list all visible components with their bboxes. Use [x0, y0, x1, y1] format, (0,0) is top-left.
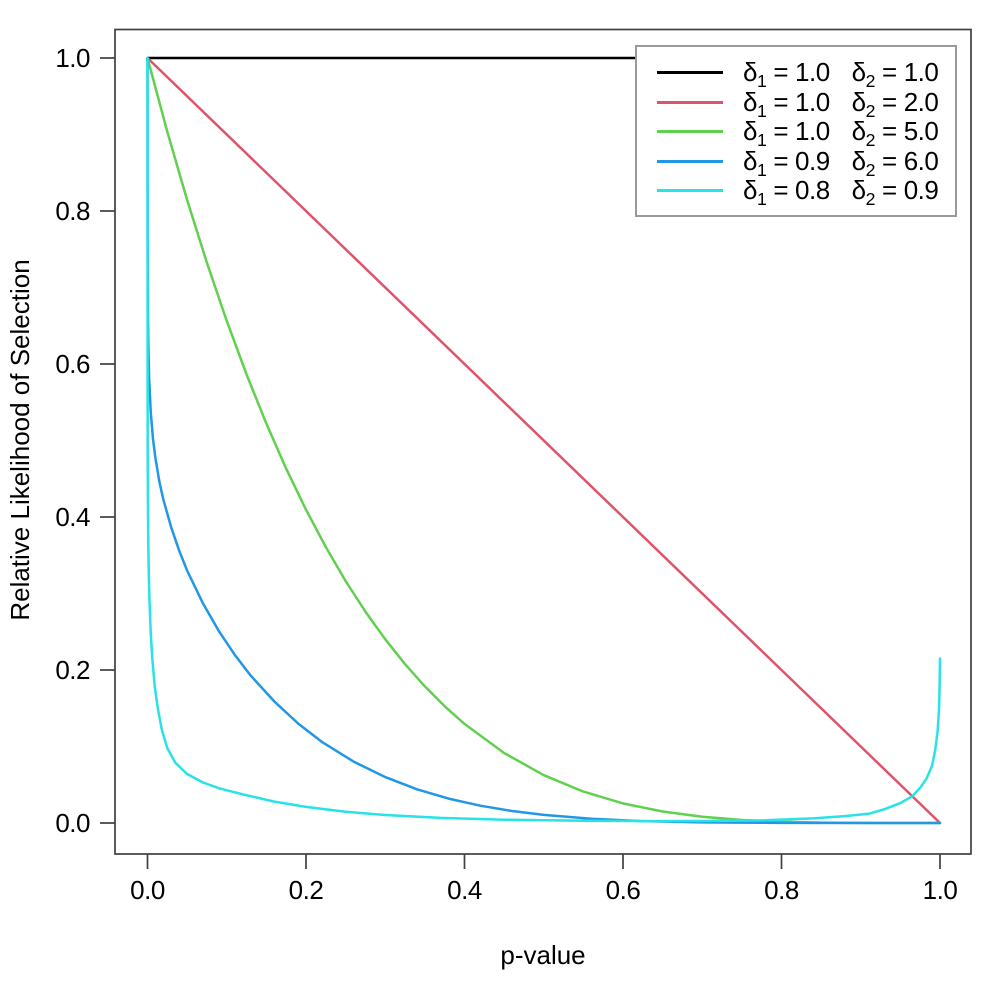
legend-row: δ1 = 1.0 δ2 = 5.0: [637, 116, 955, 151]
legend-line-sample: [657, 71, 723, 75]
legend-label-delta2: δ2 = 6.0: [851, 145, 939, 180]
legend-label-delta2: δ2 = 2.0: [851, 86, 939, 121]
legend-label-delta1: δ1 = 1.0: [743, 57, 830, 92]
legend-line-sample: [657, 159, 723, 163]
x-tick-label: 0.8: [764, 875, 799, 905]
x-tick-label: 0.2: [288, 875, 324, 905]
y-tick-label: 0.0: [55, 808, 90, 838]
legend-label-delta1: δ1 = 0.9: [743, 145, 830, 180]
legend-label-delta1: δ1 = 1.0: [743, 116, 830, 151]
x-tick-label: 0.6: [605, 875, 641, 905]
legend-line-sample: [657, 189, 723, 193]
curve-series-3: [146, 56, 942, 825]
x-tick-label: 1.0: [922, 875, 958, 905]
y-tick-label: 0.6: [55, 349, 90, 379]
plot-border: [114, 28, 972, 855]
y-axis-title: Relative Likelihood of Selection: [5, 259, 35, 621]
y-tick-label: 0.4: [55, 502, 90, 532]
legend-box: δ1 = 1.0 δ2 = 1.0 δ1 = 1.0 δ2 = 2.0 δ1 = 1.0 δ2 = 5.…: [635, 45, 957, 217]
legend-row: δ1 = 0.8 δ2 = 0.9: [637, 175, 955, 210]
legend-line-sample: [657, 100, 723, 104]
legend-label-delta2: δ2 = 5.0: [851, 116, 939, 151]
x-tick-label: 0.4: [447, 875, 482, 905]
legend-label-delta2: δ2 = 1.0: [851, 57, 939, 92]
legend-row: δ1 = 1.0 δ2 = 2.0: [637, 86, 955, 121]
y-tick-label: 0.8: [55, 196, 90, 226]
legend-row: δ1 = 1.0 δ2 = 1.0: [637, 57, 955, 92]
x-axis-title: p-value: [500, 940, 586, 970]
legend-label-delta2: δ2 = 0.9: [851, 175, 939, 210]
y-tick-label: 0.2: [55, 655, 90, 685]
y-tick-label: 1.0: [55, 43, 90, 73]
curve-series-1: [146, 56, 942, 825]
legend-line-sample: [657, 130, 723, 134]
legend-row: δ1 = 0.9 δ2 = 6.0: [637, 145, 955, 180]
x-tick-label: 0.0: [130, 875, 165, 905]
legend-label-delta1: δ1 = 0.8: [743, 175, 830, 210]
curve-series-4: [146, 56, 942, 823]
legend-label-delta1: δ1 = 1.0: [743, 86, 830, 121]
